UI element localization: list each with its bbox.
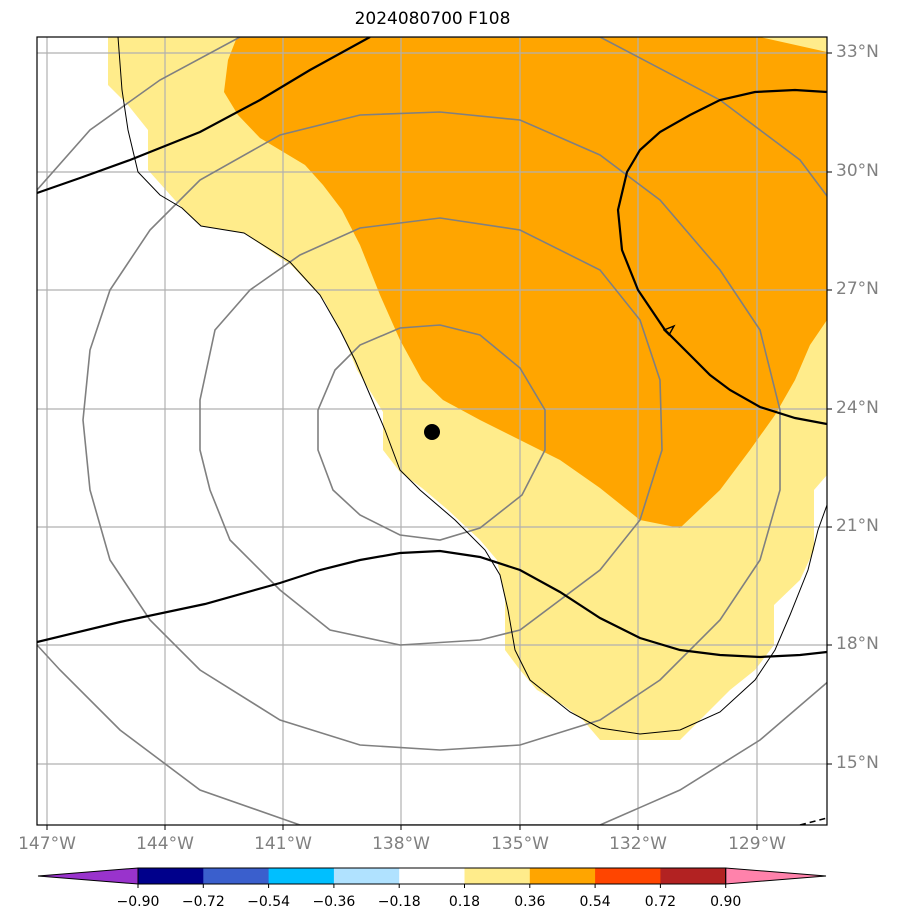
colorbar-segment	[138, 868, 204, 884]
lat-label-24n: 24°N	[836, 398, 879, 418]
lat-label-27n: 27°N	[836, 279, 879, 299]
range-ring-3	[82, 111, 781, 751]
lat-label-18n: 18°N	[836, 634, 879, 654]
colorbar-tick-label: 0.90	[710, 894, 742, 910]
colorbar-tick-label: 0.36	[514, 894, 546, 910]
lon-label-141w: 141°W	[254, 834, 312, 854]
range-ring-2	[199, 217, 663, 646]
colorbar-segment	[660, 868, 727, 884]
range-ring-4	[37, 37, 827, 825]
colorbar-tick-label: 0.54	[579, 894, 611, 910]
colorbar-tick-label: 0.18	[448, 894, 481, 910]
thick-contour-south	[37, 549, 827, 659]
colorbar-tick-label: −0.90	[116, 894, 160, 910]
axis-ticks	[46, 52, 832, 830]
thick-contour-east	[616, 88, 827, 426]
colorbar-segment	[268, 868, 335, 884]
lon-label-144w: 144°W	[136, 834, 194, 854]
lat-label-21n: 21°N	[836, 516, 879, 536]
colorbar-segment	[464, 868, 531, 884]
range-ring-1	[317, 324, 546, 541]
colorbar-segment	[595, 868, 661, 884]
thick-contour-north	[37, 37, 371, 195]
map-frame	[36, 36, 828, 826]
lat-label-30n: 30°N	[836, 161, 879, 181]
map-title: 2024080700 F108	[354, 9, 511, 29]
lat-label-15n: 15°N	[836, 753, 879, 773]
lon-label-129w: 129°W	[728, 834, 786, 854]
range-rings	[37, 37, 827, 825]
thick-contours	[37, 37, 827, 659]
lon-label-132w: 132°W	[609, 834, 667, 854]
colorbar-tick-label: −0.18	[377, 894, 421, 910]
colorbar-tick-label: −0.54	[247, 894, 291, 910]
colorbar-segment	[203, 868, 270, 884]
colorbar-tick-label: 0.72	[644, 894, 676, 910]
lat-label-33n: 33°N	[836, 42, 879, 62]
thin-contour-2	[799, 817, 827, 825]
shade-0p36-0p54	[224, 37, 827, 528]
colorbar-segment	[333, 868, 400, 884]
colorbar-segment	[529, 868, 596, 884]
lon-label-138w: 138°W	[372, 834, 430, 854]
colorbar-segment	[399, 868, 465, 884]
colorbar-tick-label: −0.72	[181, 894, 225, 910]
thin-contour-1	[117, 37, 827, 735]
colorbar-extend-high	[725, 867, 827, 885]
colorbar-tick-label: −0.36	[312, 894, 356, 910]
contour-label-mark	[662, 324, 676, 337]
colorbar-extend-low	[37, 867, 139, 885]
lon-label-135w: 135°W	[491, 834, 549, 854]
colorbar-outline	[137, 867, 727, 885]
lon-label-147w: 147°W	[18, 834, 76, 854]
storm-center-marker	[424, 424, 440, 440]
